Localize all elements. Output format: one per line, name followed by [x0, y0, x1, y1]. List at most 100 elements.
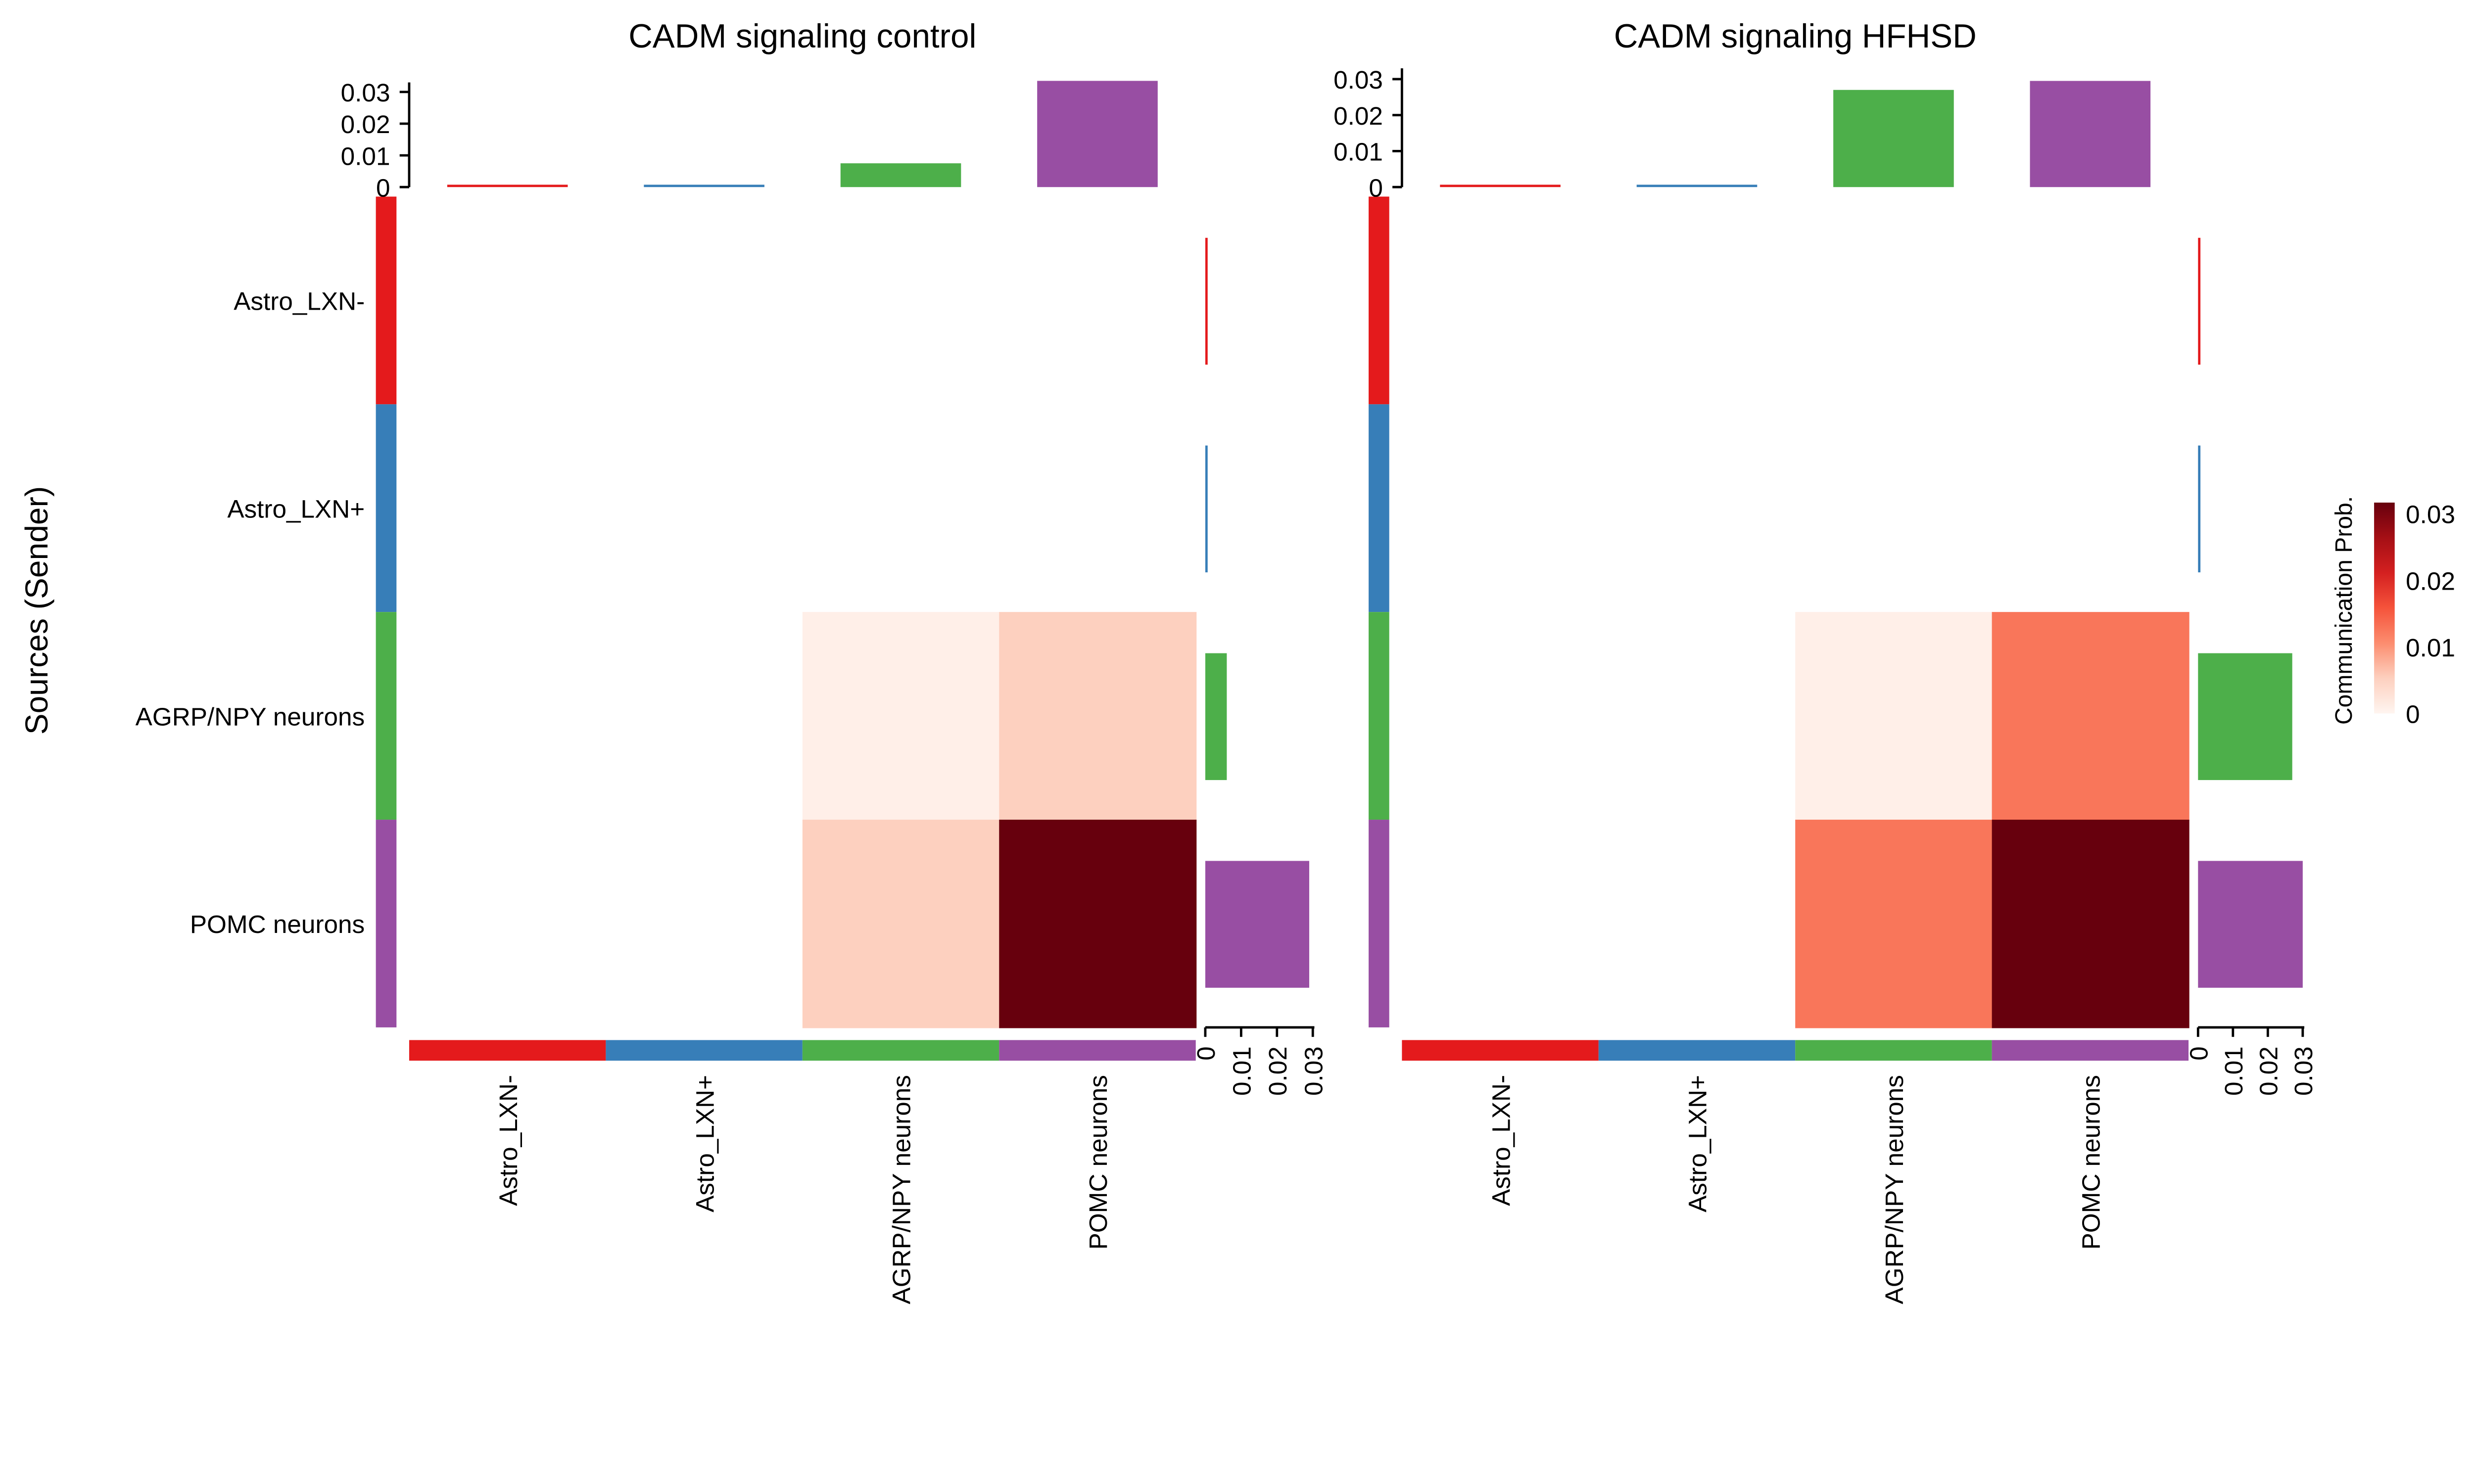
right-axis-tick-label: 0 [1192, 1046, 1220, 1061]
row-sum-bar [2198, 653, 2292, 780]
heatmap-cell [802, 404, 1000, 613]
right-axis-tick-label: 0.03 [2289, 1046, 2318, 1096]
row-sum-bar [1205, 653, 1227, 780]
heatmap-cell [1795, 196, 1993, 405]
panel-0: CADM signaling control Astro_LXN- Astro_LX… [136, 18, 1328, 1304]
heatmap-cell [1598, 404, 1796, 613]
heatmap-cell [1795, 404, 1993, 613]
row-label: Astro_LXN- [234, 287, 365, 316]
top-axis-tick-label: 0.03 [341, 79, 390, 107]
col-label: Astro_LXN- [1487, 1075, 1515, 1206]
heatmap-figure: Sources (Sender) CADM signaling control A… [19, 18, 2455, 1304]
heatmap-cell [606, 404, 804, 613]
heatmap-cell [1598, 196, 1796, 405]
col-label: AGRP/NPY neurons [888, 1075, 916, 1304]
row-group-color-bar [1369, 612, 1389, 820]
top-axis-tick-label: 0.03 [1333, 66, 1383, 94]
column-sum-bar [2030, 81, 2151, 187]
row-sum-bar [1205, 237, 1208, 365]
heatmap-cell [1992, 820, 2189, 1028]
row-group-color-bar [376, 196, 397, 405]
col-label: POMC neurons [1084, 1075, 1112, 1250]
right-axis-tick-label: 0.01 [2220, 1046, 2248, 1096]
col-label: POMC neurons [2077, 1075, 2105, 1250]
col-label: AGRP/NPY neurons [1880, 1075, 1908, 1304]
top-axis-tick-label: 0.02 [341, 110, 390, 139]
col-group-color-bar [999, 1040, 1196, 1061]
row-group-color-bar [1369, 196, 1389, 405]
top-axis-tick-label: 0.01 [1333, 138, 1383, 166]
heatmap-cell [409, 612, 607, 821]
legend-tick-label: 0 [2406, 700, 2420, 729]
heatmap-cell [1992, 196, 2189, 405]
panel-title: CADM signaling control [628, 18, 976, 55]
heatmap-cell [1402, 612, 1600, 821]
legend-tick-label: 0.01 [2406, 634, 2455, 662]
heatmap-cell [606, 612, 804, 821]
column-sum-bar [1037, 81, 1158, 187]
heatmap-cell [1795, 820, 1993, 1028]
col-group-color-bar [409, 1040, 606, 1061]
column-sum-bar [1440, 185, 1561, 187]
row-sum-bar [2198, 861, 2303, 988]
row-sum-bar [1205, 445, 1208, 573]
heatmap-cell [1992, 404, 2189, 613]
row-sum-bar [2198, 237, 2201, 365]
row-group-color-bar [376, 404, 397, 612]
legend-color-bar [2374, 503, 2395, 714]
right-axis-tick-label: 0.03 [1299, 1046, 1328, 1096]
heatmap-cell [1598, 820, 1796, 1028]
legend-title: Communication Prob. [2331, 496, 2357, 725]
column-sum-bar [644, 185, 764, 187]
heatmap-cell [1795, 612, 1993, 821]
legend-tick-label: 0.02 [2406, 567, 2455, 595]
row-label: POMC neurons [190, 910, 365, 938]
panel-1: CADM signaling HFHSD Astro_LXN- Astro_LXN+… [1333, 18, 2318, 1304]
row-group-color-bar [1369, 404, 1389, 612]
heatmap-cell [409, 404, 607, 613]
row-sum-bar [2198, 445, 2201, 573]
row-label: AGRP/NPY neurons [136, 702, 365, 731]
heatmap-cell [1992, 612, 2189, 821]
heatmap-cell [802, 820, 1000, 1028]
right-axis-tick-label: 0.02 [1264, 1046, 1292, 1096]
col-group-color-bar [802, 1040, 999, 1061]
col-label: Astro_LXN+ [691, 1075, 719, 1212]
heatmap-cell [606, 820, 804, 1028]
col-group-color-bar [1598, 1040, 1796, 1061]
heatmap-cell [606, 196, 804, 405]
heatmap-cell [999, 820, 1197, 1028]
col-group-color-bar [1795, 1040, 1992, 1061]
column-sum-bar [1636, 185, 1758, 187]
heatmap-cell [1598, 612, 1796, 821]
heatmap-cell [999, 404, 1197, 613]
right-axis-tick-label: 0 [2185, 1046, 2213, 1061]
heatmap-cell [1402, 820, 1600, 1028]
row-group-color-bar [376, 820, 397, 1027]
right-axis-tick-label: 0.01 [1228, 1046, 1256, 1096]
heatmap-cell [999, 612, 1197, 821]
heatmap-cell [999, 196, 1197, 405]
heatmap-cell [409, 196, 607, 405]
right-axis-tick-label: 0.02 [2255, 1046, 2283, 1096]
row-sum-bar [1205, 861, 1309, 988]
panel-title: CADM signaling HFHSD [1614, 18, 1977, 55]
col-label: Astro_LXN+ [1684, 1075, 1712, 1212]
top-axis-tick-label: 0.01 [341, 142, 390, 170]
heatmap-cell [802, 196, 1000, 405]
column-sum-bar [1833, 90, 1954, 187]
color-legend: 0 0.01 0.02 0.03 Communication Prob. [2331, 496, 2455, 729]
col-group-color-bar [606, 1040, 803, 1061]
col-label: Astro_LXN- [494, 1075, 523, 1206]
row-group-color-bar [376, 612, 397, 820]
row-group-color-bar [1369, 820, 1389, 1027]
heatmap-cell [1402, 404, 1600, 613]
row-label: Astro_LXN+ [227, 495, 365, 523]
col-group-color-bar [1992, 1040, 2189, 1061]
column-sum-bar [447, 185, 568, 187]
heatmap-cell [409, 820, 607, 1028]
top-axis-tick-label: 0 [1369, 174, 1383, 202]
top-axis-tick-label: 0.02 [1333, 102, 1383, 130]
y-axis-label: Sources (Sender) [19, 486, 54, 735]
column-sum-bar [840, 163, 961, 187]
